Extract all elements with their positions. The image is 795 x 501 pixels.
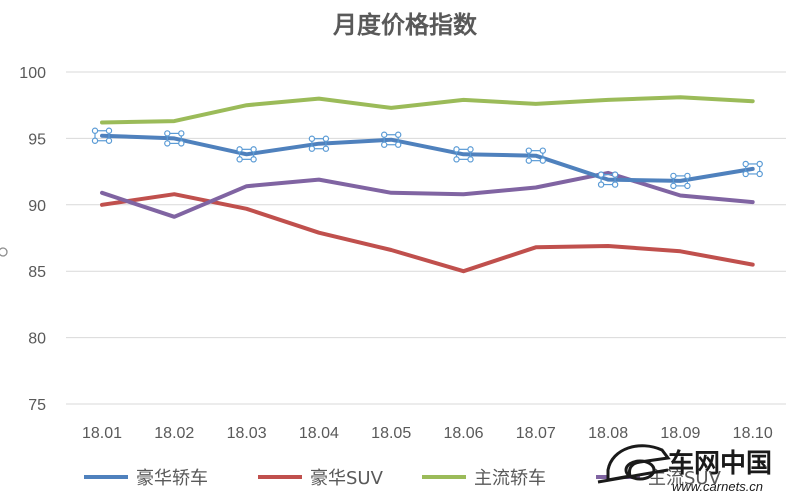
data-point-handle[interactable] — [381, 131, 402, 148]
x-tick-label: 18.07 — [516, 425, 556, 442]
watermark-name: 车网中国 — [668, 448, 772, 479]
chart-title: 月度价格指数 — [332, 11, 478, 39]
x-tick-label: 18.03 — [227, 425, 267, 442]
x-tick-label: 18.10 — [733, 425, 773, 442]
legend-item: 豪华SUV — [258, 468, 384, 489]
data-point-handle[interactable] — [670, 172, 691, 190]
resize-handle[interactable] — [0, 247, 8, 257]
series-line[interactable] — [100, 170, 755, 219]
y-tick-label: 85 — [28, 264, 46, 281]
y-axis-ticks: 75 80 85 90 95 100 — [19, 65, 46, 414]
x-tick-label: 18.01 — [82, 425, 122, 442]
data-point-handle[interactable] — [236, 146, 257, 163]
x-tick-label: 18.02 — [154, 425, 194, 442]
x-axis-ticks: 18.01 18.02 18.03 18.04 18.05 18.06 18.07 18.08… — [82, 425, 773, 442]
data-point-handle[interactable] — [525, 147, 547, 164]
y-tick-label: 90 — [28, 198, 46, 215]
car-logo-icon — [597, 444, 671, 484]
legend-label: 豪华SUV — [310, 468, 384, 489]
x-tick-label: 18.04 — [299, 425, 339, 442]
x-tick-label: 18.06 — [443, 425, 483, 442]
gridlines — [66, 71, 786, 405]
y-tick-label: 95 — [28, 131, 46, 148]
watermark-url: www.carnets.cn — [672, 479, 763, 494]
legend: 豪华轿车 豪华SUV 主流轿车 主流SUV — [84, 468, 722, 489]
y-tick-label: 75 — [28, 397, 46, 414]
data-point-handle[interactable] — [164, 130, 185, 147]
legend-label: 豪华轿车 — [136, 468, 208, 489]
series-lines — [100, 95, 755, 274]
watermark: 车网中国 www.carnets.cn — [597, 444, 772, 494]
y-tick-label: 80 — [28, 331, 46, 348]
x-tick-label: 18.05 — [371, 425, 411, 442]
data-point-handle[interactable] — [453, 146, 474, 163]
series-line[interactable] — [100, 133, 755, 183]
x-tick-label: 18.09 — [660, 425, 700, 442]
legend-label: 主流轿车 — [474, 468, 546, 489]
data-point-handle[interactable] — [742, 160, 763, 178]
legend-label: 主流SUV — [648, 468, 722, 489]
series-line[interactable] — [100, 95, 755, 125]
x-tick-label: 18.08 — [588, 425, 628, 442]
data-point-handle[interactable] — [597, 171, 619, 188]
legend-item: 豪华轿车 — [84, 468, 208, 489]
data-point-handle[interactable] — [91, 127, 113, 144]
selection-handles[interactable] — [91, 127, 763, 190]
y-tick-label: 100 — [19, 65, 46, 82]
data-point-handle[interactable] — [308, 135, 330, 152]
legend-item: 主流轿车 — [422, 468, 546, 489]
